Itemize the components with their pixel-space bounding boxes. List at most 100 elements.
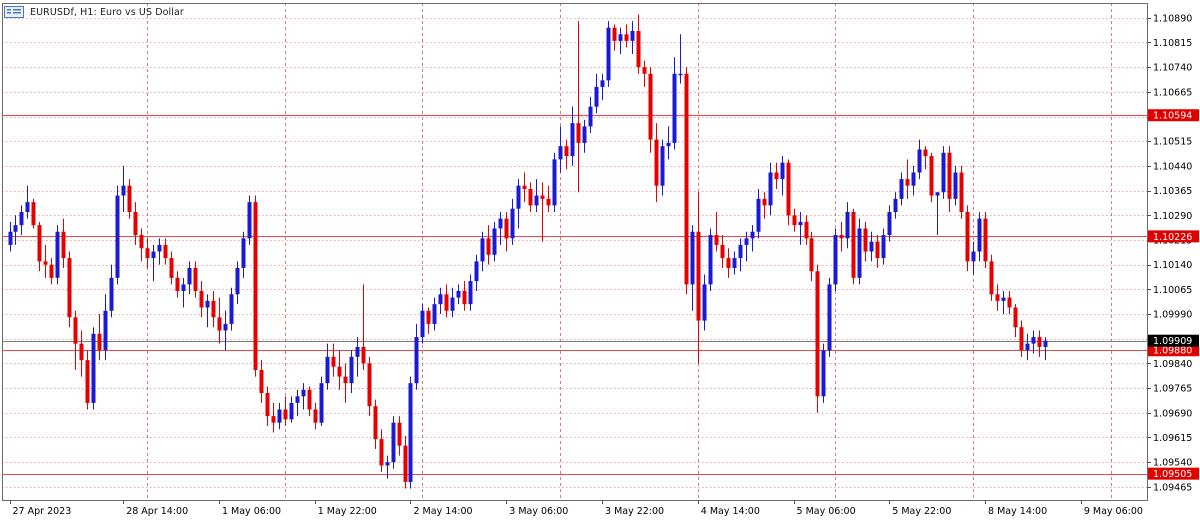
candle-body — [624, 34, 629, 41]
candle-body — [55, 231, 60, 278]
candle-body — [510, 208, 515, 239]
level-tag-bg — [1148, 230, 1199, 243]
candle — [426, 307, 431, 334]
candle — [397, 416, 402, 456]
candle — [714, 212, 719, 252]
candle — [259, 360, 264, 403]
candle — [666, 126, 671, 160]
candle — [247, 195, 252, 245]
level-tag-text: 1.09880 — [1153, 346, 1192, 357]
candle-body — [839, 235, 844, 239]
candle — [618, 27, 623, 55]
candle — [540, 182, 545, 242]
time-axis: 27 Apr 2023 28 Apr 14:00 1 May 06:00 1 May … — [10, 500, 1143, 517]
candle — [301, 383, 306, 410]
candle-body — [893, 198, 898, 213]
candle-body — [193, 267, 198, 291]
candle — [385, 455, 390, 479]
candle-body — [450, 297, 455, 311]
candle-body — [606, 27, 611, 81]
level-tag-bg — [1148, 344, 1199, 357]
candle-body — [905, 179, 910, 186]
candle-body — [313, 409, 318, 423]
candle-body — [31, 202, 36, 226]
chart-menu-icon[interactable] — [4, 6, 24, 18]
candle — [343, 363, 348, 403]
candle — [1007, 290, 1012, 315]
candle — [977, 212, 982, 262]
candle — [774, 162, 779, 189]
candle — [19, 205, 24, 236]
candle — [893, 192, 898, 219]
candle — [462, 281, 467, 311]
candle — [815, 264, 820, 413]
candle-body — [385, 462, 390, 466]
candle-body — [995, 294, 1000, 301]
candle — [349, 350, 354, 394]
candle — [115, 185, 120, 285]
candle-body — [151, 251, 156, 259]
candle-body — [468, 281, 473, 305]
candle-body — [169, 258, 174, 278]
candle — [1025, 333, 1030, 361]
candle — [468, 274, 473, 311]
candle — [971, 241, 976, 275]
chart-title-bar: EURUSDf, H1: Euro vs US Dollar — [4, 5, 184, 19]
candle — [965, 205, 970, 272]
level-tag-text: 1.09505 — [1153, 469, 1192, 480]
candle — [576, 21, 581, 193]
candle-body — [438, 294, 443, 305]
candle-body — [522, 185, 527, 189]
candle — [558, 126, 563, 173]
y-tick-label: 1.09990 — [1153, 310, 1192, 321]
candle — [331, 343, 336, 377]
candle — [277, 402, 282, 430]
candle — [199, 281, 204, 318]
candle — [403, 435, 408, 489]
candle-body — [139, 235, 144, 249]
candle — [163, 238, 168, 265]
candle — [630, 21, 635, 55]
candle-body — [558, 146, 563, 160]
candle-body — [750, 231, 755, 239]
candle-body — [217, 317, 222, 331]
candle-body — [911, 172, 916, 186]
candle — [307, 386, 312, 417]
candle — [49, 258, 54, 285]
price-axis: 1.108901.108151.107401.106651.105901.105… — [1147, 13, 1192, 493]
candle-body — [881, 235, 886, 259]
candle-body — [762, 198, 767, 206]
candle — [414, 323, 419, 390]
candle-body — [774, 172, 779, 180]
candle-body — [492, 228, 497, 255]
candle-body — [187, 267, 192, 285]
candle-body — [642, 67, 647, 74]
candle-body — [1043, 340, 1048, 347]
candle-body — [714, 235, 719, 245]
candle — [1001, 290, 1006, 315]
candle-body — [1001, 297, 1006, 301]
candle-body — [25, 202, 30, 213]
candle-body — [630, 30, 635, 41]
candle-body — [720, 244, 725, 259]
candle-body — [869, 241, 874, 252]
candle-body — [211, 300, 216, 318]
candle — [606, 21, 611, 87]
candle-body — [480, 238, 485, 262]
candle — [373, 399, 378, 449]
candle-body — [408, 383, 413, 482]
candle — [726, 248, 731, 278]
candle-body — [899, 179, 904, 199]
candle — [379, 429, 384, 473]
candle — [13, 215, 18, 245]
candle-body — [331, 356, 336, 367]
candle-body — [690, 231, 695, 285]
candle — [756, 188, 761, 239]
candle-body — [618, 34, 623, 41]
candle — [37, 221, 42, 272]
candle — [391, 416, 396, 469]
candle-body — [1013, 307, 1018, 328]
candle — [139, 228, 144, 262]
